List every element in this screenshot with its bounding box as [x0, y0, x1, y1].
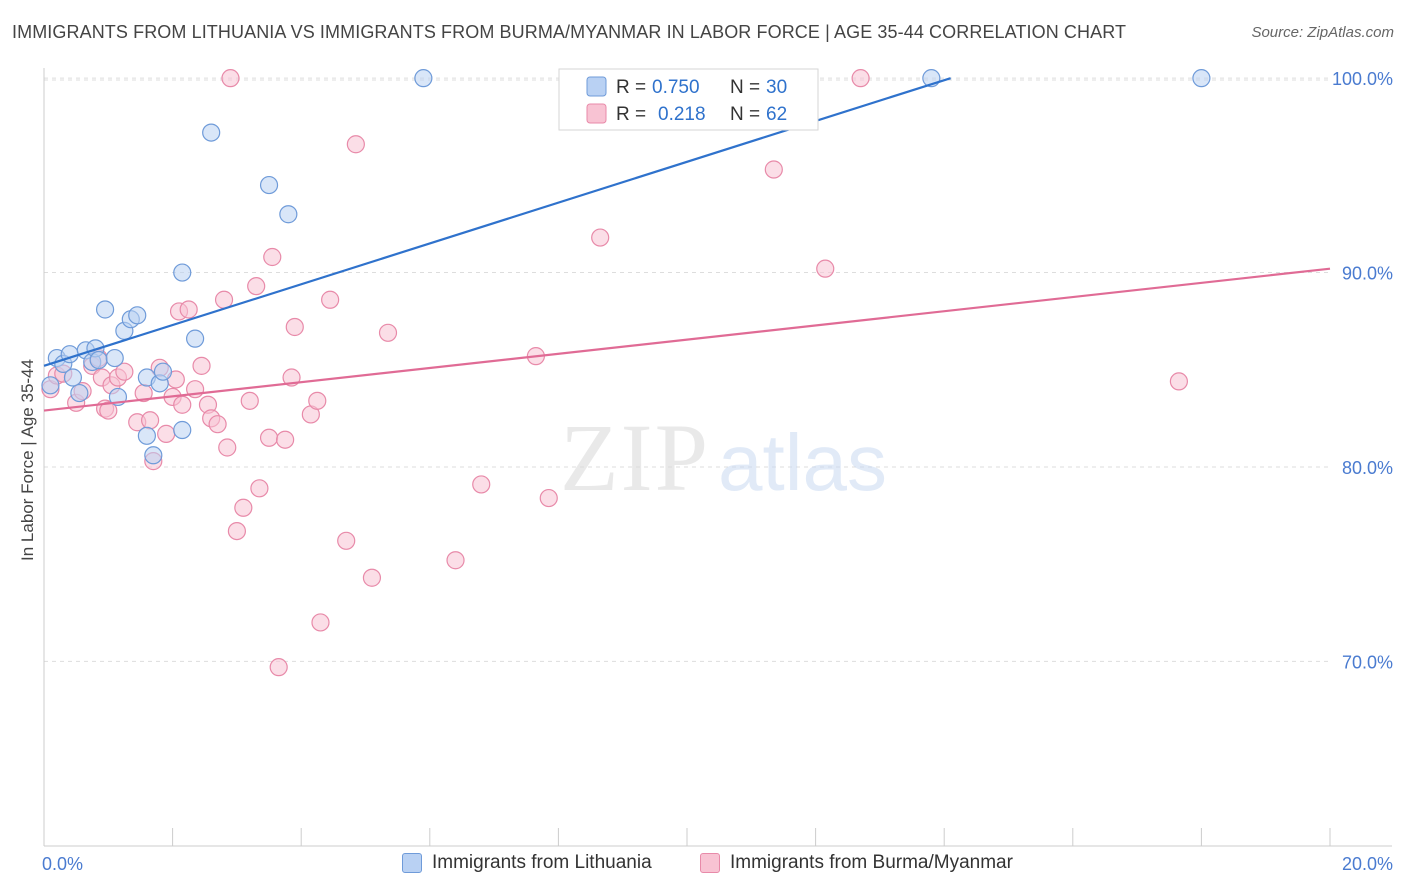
- lithuania-point-20: [153, 362, 173, 381]
- axes: [43, 68, 1392, 847]
- lithuania-point-11: [105, 348, 124, 368]
- lithuania-point-23: [186, 329, 205, 348]
- lithuania-point-9: [89, 350, 108, 370]
- lithuania-point-15: [128, 306, 147, 325]
- legend-swatch-burma: [700, 853, 720, 873]
- lithuania-point-27: [414, 69, 433, 88]
- burma-point-48: [346, 135, 365, 154]
- burma-point-58: [851, 69, 870, 88]
- y-axis-label: In Labor Force | Age 35-44: [18, 359, 37, 561]
- burma-point-55: [591, 228, 610, 247]
- legend-bottom: Immigrants from Lithuania Immigrants fro…: [0, 852, 1406, 878]
- burma-point-36: [250, 479, 269, 498]
- watermark-atlas: atlas: [718, 418, 887, 507]
- y-tick-label-1: 90.0%: [1342, 264, 1393, 284]
- burma-point-28: [208, 415, 227, 434]
- legend-n-value-2: 62: [766, 104, 787, 125]
- lithuania-point-4: [63, 368, 83, 387]
- burma-point-37: [259, 428, 279, 447]
- x-tick-labels: 0.0% 20.0%: [42, 854, 1393, 874]
- burma-point-12: [115, 362, 134, 381]
- burma-point-23: [179, 300, 198, 319]
- chart-title: IMMIGRANTS FROM LITHUANIA VS IMMIGRANTS …: [12, 22, 1127, 42]
- burma-point-54: [539, 488, 558, 508]
- burma-point-32: [227, 521, 246, 541]
- burma-point-35: [247, 277, 266, 296]
- burma-point-31: [221, 69, 240, 88]
- source-credit: Source: ZipAtlas.com: [1251, 24, 1394, 41]
- legend-item-burma: Immigrants from Burma/Myanmar: [700, 852, 1013, 874]
- burma-point-38: [263, 247, 282, 267]
- y-tick-label-2: 80.0%: [1342, 458, 1393, 478]
- lithuania-point-5: [70, 383, 89, 403]
- legend-swatch-blue: [586, 76, 607, 97]
- burma-point-57: [816, 259, 835, 278]
- burma-point-47: [337, 531, 356, 550]
- legend-r-value-1: 0.750: [652, 77, 700, 98]
- legend-swatch-lithuania: [402, 853, 422, 873]
- burma-point-56: [764, 160, 783, 179]
- burma-point-52: [472, 475, 491, 494]
- burma-point-50: [378, 323, 398, 342]
- watermark-zip: ZIP: [560, 404, 710, 511]
- burma-point-46: [321, 290, 340, 309]
- lithuania-point-25: [259, 175, 279, 195]
- x-tick-label-1: 20.0%: [1342, 854, 1393, 874]
- legend-swatch-pink: [586, 103, 607, 124]
- x-tick-label-0: 0.0%: [42, 854, 83, 874]
- lithuania-point-21: [173, 263, 192, 282]
- lithuania-point-0: [41, 376, 60, 395]
- burma-point-15: [140, 411, 160, 430]
- legend-top: R = 0.750 N = 30 R = 0.218 N = 62: [558, 68, 819, 131]
- burma-point-49: [362, 568, 382, 587]
- burma-point-39: [269, 658, 288, 677]
- watermark: ZIP atlas: [560, 404, 887, 511]
- gridlines: [44, 77, 1330, 662]
- legend-n-value-1: 30: [766, 77, 787, 98]
- legend-r-label-1: R =: [616, 77, 646, 98]
- lithuania-point-17: [137, 426, 156, 445]
- legend-n-label-1: N =: [730, 77, 760, 98]
- burma-point-18: [157, 424, 176, 443]
- trend-line-burma: [43, 267, 1331, 412]
- legend-label-burma: Immigrants from Burma/Myanmar: [730, 852, 1013, 873]
- burma-point-40: [276, 430, 295, 449]
- burma-point-33: [234, 498, 253, 517]
- series-burma-myanmar: [41, 69, 1188, 677]
- legend-item-lithuania: Immigrants from Lithuania: [402, 852, 652, 874]
- y-tick-labels: 100.0% 90.0% 80.0% 70.0%: [1332, 69, 1393, 672]
- burma-point-9: [99, 401, 118, 420]
- burma-point-25: [192, 356, 211, 375]
- burma-point-34: [240, 391, 259, 410]
- lithuania-point-10: [95, 300, 115, 319]
- legend-r-value-2: 0.218: [658, 104, 706, 125]
- burma-point-42: [285, 317, 304, 337]
- burma-point-30: [218, 438, 237, 457]
- burma-point-44: [308, 391, 327, 410]
- burma-point-51: [446, 551, 465, 570]
- y-tick-label-0: 100.0%: [1332, 69, 1393, 89]
- burma-point-59: [1169, 372, 1188, 391]
- legend-r-label-2: R =: [616, 104, 646, 125]
- lithuania-point-26: [279, 205, 298, 224]
- burma-point-22: [173, 395, 192, 414]
- burma-point-45: [311, 613, 330, 632]
- legend-n-label-2: N =: [730, 104, 760, 125]
- lithuania-point-18: [144, 446, 163, 465]
- lithuania-point-29: [1192, 69, 1211, 88]
- lithuania-point-22: [173, 420, 192, 440]
- lithuania-point-24: [202, 123, 221, 142]
- legend-label-lithuania: Immigrants from Lithuania: [432, 852, 652, 873]
- y-tick-label-3: 70.0%: [1342, 652, 1393, 672]
